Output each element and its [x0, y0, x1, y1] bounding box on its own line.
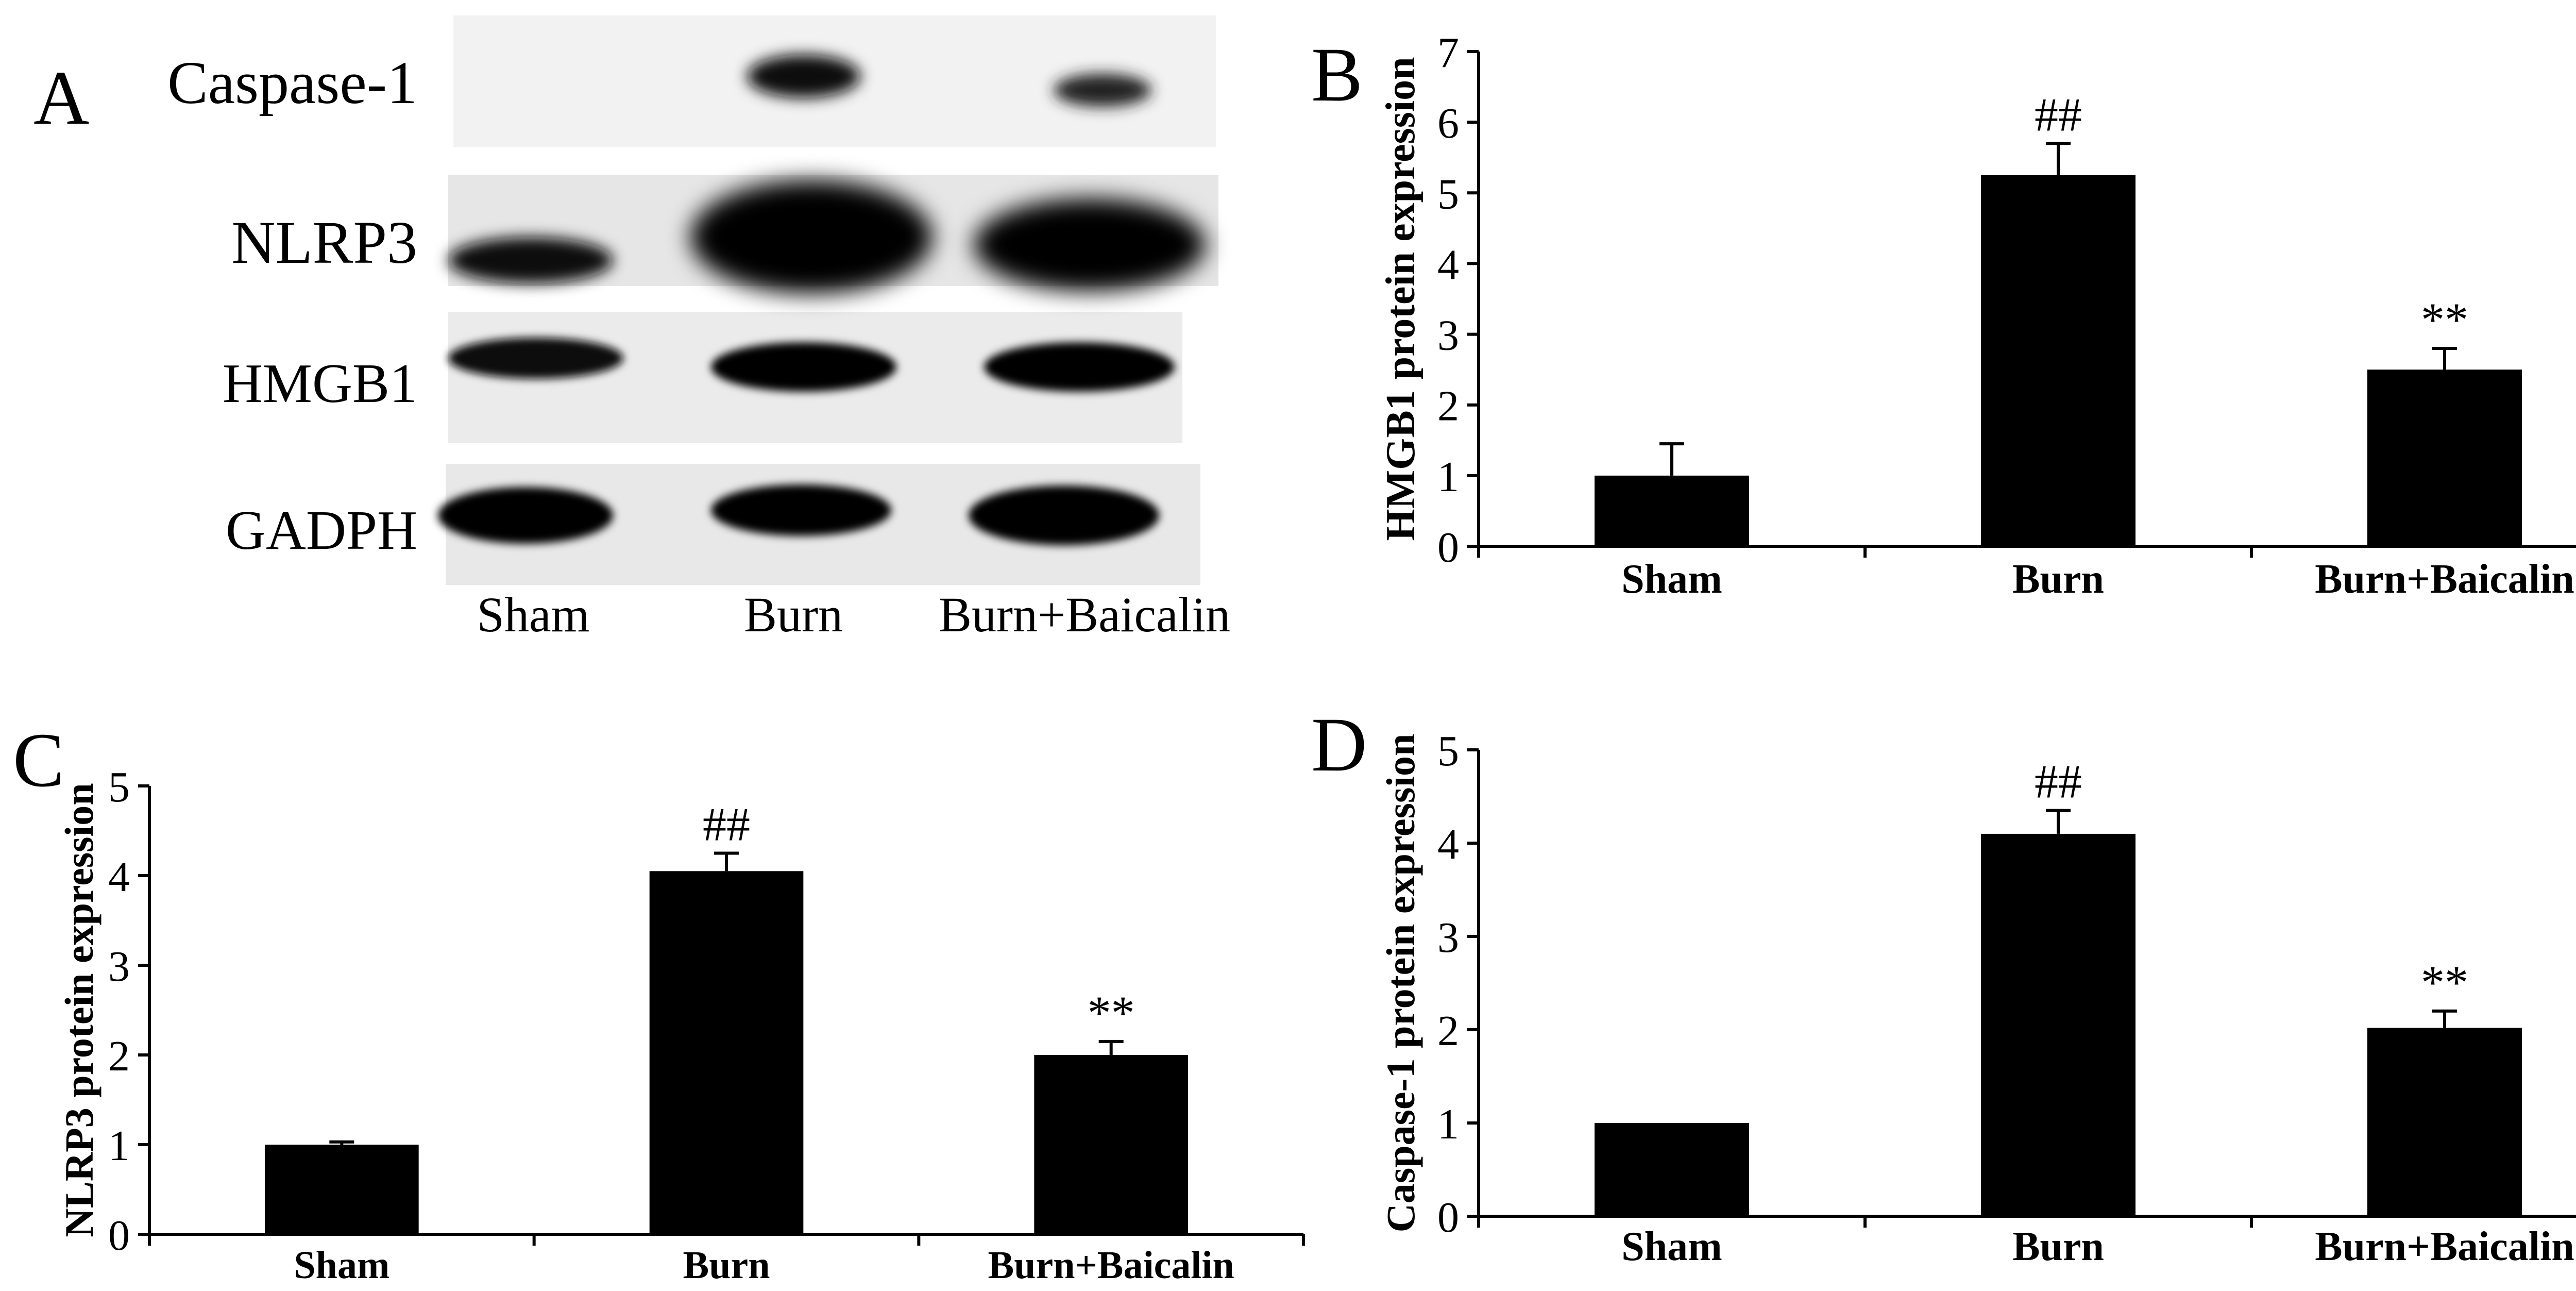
y-tick-label: 2: [1437, 1007, 1459, 1055]
bar: [1034, 1055, 1188, 1234]
y-axis-title: NLRP3 protein expression: [57, 783, 101, 1237]
blot-band: [448, 237, 613, 283]
y-tick-label: 2: [108, 1032, 130, 1080]
blot-band: [448, 338, 623, 379]
y-tick-label: 2: [1437, 382, 1459, 430]
y-tick-label: 5: [108, 763, 130, 811]
bar: [2367, 370, 2522, 546]
y-tick-label: 0: [1437, 524, 1459, 572]
bar: [649, 871, 804, 1234]
significance-marker: ##: [2035, 88, 2082, 141]
y-tick-label: 1: [1437, 453, 1459, 501]
x-category-label: Sham: [1621, 1224, 1722, 1269]
y-tick-label: 5: [1437, 727, 1459, 775]
y-axis-title: Caspase-1 protein expression: [1378, 734, 1423, 1233]
band-label-nlrp3: NLRP3: [231, 209, 417, 276]
y-tick-label: 3: [1437, 914, 1459, 962]
significance-marker: ##: [2035, 756, 2082, 808]
blot-band: [711, 484, 891, 536]
bar: [265, 1145, 419, 1234]
band-label-caspase1: Caspase-1: [167, 49, 417, 116]
x-category-label: Burn: [2012, 557, 2104, 602]
panel-letter-b: B: [1311, 32, 1363, 118]
blot-band: [969, 485, 1159, 545]
panel-letter-a: A: [33, 55, 90, 141]
x-category-label: Sham: [1621, 557, 1722, 602]
blot-band: [438, 487, 613, 544]
chart-panel-d: 0 1 2 3 4 5 Caspase-1 protein expression Sham ##…: [1378, 727, 2576, 1269]
bar: [1595, 475, 1749, 546]
y-tick-label: 3: [1437, 312, 1459, 360]
y-tick-label: 1: [108, 1122, 130, 1170]
blot-band: [711, 342, 896, 392]
significance-marker: **: [1088, 986, 1135, 1039]
x-category-label: Burn: [2012, 1224, 2104, 1269]
band-label-hmgb1: HMGB1: [223, 353, 417, 414]
bar: [2367, 1028, 2522, 1216]
chart-panel-b: 0 1 2 3 4 5 6 7 HMGB1 protein expression Sham ## Bu…: [1378, 29, 2576, 602]
y-tick-label: 3: [108, 943, 130, 991]
western-blot-panel: Caspase-1 NLRP3 HMGB1 GADPH Sham Burn Bu…: [167, 15, 1230, 642]
blot-band: [690, 180, 933, 294]
y-tick-label: 0: [108, 1212, 130, 1260]
blot-band: [974, 198, 1206, 291]
y-tick-label: 7: [1437, 29, 1459, 77]
bar: [1981, 175, 2136, 546]
bar: [1595, 1123, 1749, 1216]
y-tick-label: 4: [108, 853, 130, 901]
x-category-label: Sham: [294, 1244, 389, 1287]
panel-letter-d: D: [1311, 702, 1367, 787]
significance-marker: **: [2421, 956, 2468, 1009]
lane-label-burn: Burn: [744, 587, 843, 642]
blot-band: [984, 342, 1175, 392]
lane-label-sham: Sham: [477, 587, 590, 642]
x-category-label: Burn+Baicalin: [2315, 1224, 2574, 1269]
y-tick-label: 4: [1437, 241, 1459, 289]
y-tick-label: 1: [1437, 1100, 1459, 1148]
band-label-gadph: GADPH: [226, 500, 417, 561]
lane-label-burn-baicalin: Burn+Baicalin: [939, 587, 1230, 642]
y-tick-label: 4: [1437, 820, 1459, 868]
bar: [1981, 833, 2136, 1216]
y-tick-label: 5: [1437, 170, 1459, 218]
y-tick-label: 0: [1437, 1194, 1459, 1242]
blot-band: [1054, 74, 1151, 107]
y-tick-label: 6: [1437, 99, 1459, 147]
significance-marker: **: [2421, 293, 2468, 346]
panel-letter-c: C: [13, 717, 65, 803]
significance-marker: ##: [703, 798, 750, 851]
blot-band: [747, 55, 860, 98]
x-category-label: Burn: [683, 1244, 770, 1287]
x-category-label: Burn+Baicalin: [2315, 557, 2574, 602]
x-category-label: Burn+Baicalin: [988, 1244, 1234, 1287]
y-axis-title: HMGB1 protein expression: [1378, 57, 1423, 541]
